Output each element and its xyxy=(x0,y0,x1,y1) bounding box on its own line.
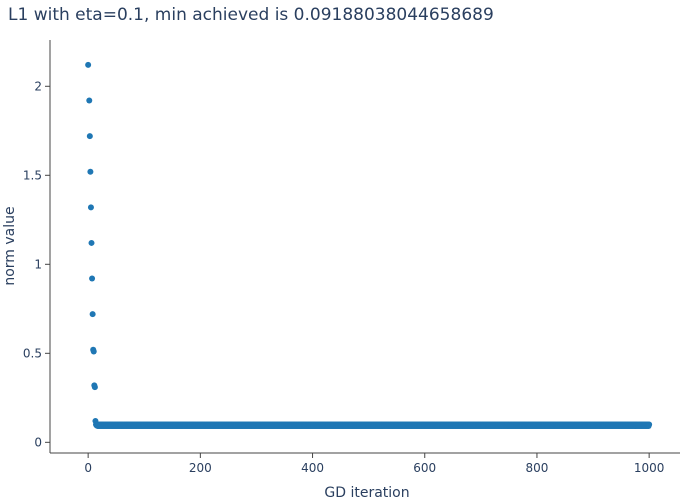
x-tick-label: 800 xyxy=(525,461,548,475)
y-axis: 0 0.5 1 1.5 2 xyxy=(23,40,51,453)
y-tick-label: 2 xyxy=(34,79,42,93)
x-axis-title: GD iteration xyxy=(324,485,409,500)
data-point xyxy=(90,348,97,355)
x-tick-label: 0 xyxy=(84,461,92,475)
data-point xyxy=(87,204,94,211)
x-tick-label: 1000 xyxy=(634,461,665,475)
x-tick-label: 600 xyxy=(413,461,436,475)
data-point xyxy=(85,61,92,68)
y-tick-label: 0 xyxy=(34,435,42,449)
data-point xyxy=(87,168,94,175)
y-axis-title: norm value xyxy=(2,206,18,285)
data-point xyxy=(89,275,96,282)
x-axis: 0 200 400 600 800 1000 xyxy=(50,452,680,475)
data-point xyxy=(646,421,653,428)
y-tick-label: 0.5 xyxy=(23,346,42,360)
x-tick-label: 200 xyxy=(189,461,212,475)
data-point xyxy=(88,239,95,246)
x-tick-label: 400 xyxy=(301,461,324,475)
y-tick-label: 1.5 xyxy=(23,168,42,182)
chart-title: L1 with eta=0.1, min achieved is 0.09188… xyxy=(8,5,494,25)
data-point xyxy=(86,133,93,140)
data-point xyxy=(91,384,98,391)
data-points xyxy=(85,61,653,429)
data-point xyxy=(86,97,93,104)
y-tick-label: 1 xyxy=(34,257,42,271)
data-point xyxy=(89,311,96,318)
